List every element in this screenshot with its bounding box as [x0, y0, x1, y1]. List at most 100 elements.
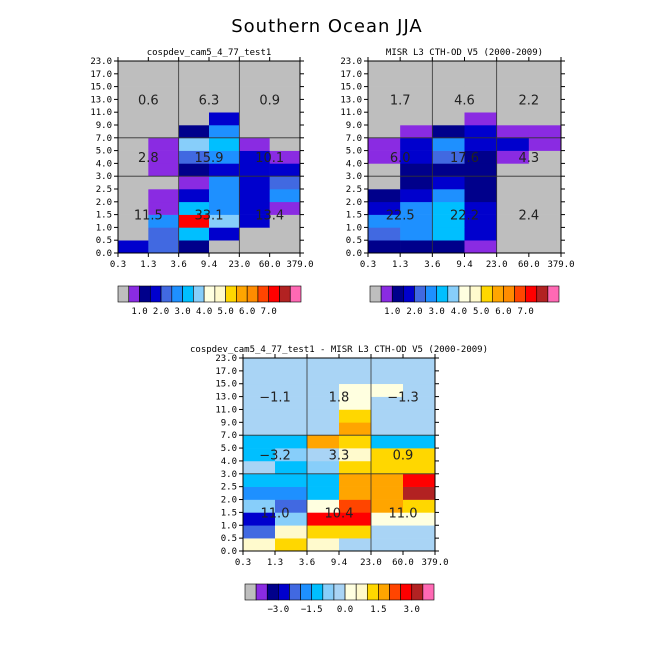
heatmap-cell: [371, 460, 404, 475]
heatmap-cell: [307, 486, 340, 500]
colorbar-label: 6.0: [239, 307, 255, 317]
heatmap-cell: [371, 358, 404, 372]
heatmap-cell: [464, 73, 497, 87]
heatmap-cell: [307, 499, 340, 513]
heatmap-cell: [496, 176, 530, 190]
section-value-label: 11.0: [389, 506, 418, 521]
section-value-label: 0.9: [259, 93, 280, 108]
heatmap-cell: [178, 227, 210, 241]
heatmap-cell: [209, 163, 240, 177]
colorbar-swatch: [389, 583, 401, 601]
heatmap-cell: [243, 473, 276, 487]
heatmap-cell: [148, 61, 179, 75]
heatmap-cell: [400, 176, 433, 190]
heatmap-cell: [339, 525, 372, 539]
heatmap-cell: [403, 460, 436, 475]
heatmap-cell: [528, 137, 562, 151]
section-value-label: 4.6: [454, 93, 475, 108]
x-tick-label: 9.4: [456, 260, 472, 270]
y-tick-label: 3.0: [96, 172, 112, 182]
colorbar-swatch: [289, 583, 301, 601]
colorbar-swatch: [422, 583, 435, 601]
heatmap-cell: [118, 73, 149, 87]
heatmap-cell: [528, 112, 562, 126]
heatmap-cell: [464, 125, 497, 139]
colorbar-label: −1.5: [301, 605, 323, 615]
y-tick-label: 2.5: [221, 483, 237, 493]
heatmap-cell: [403, 499, 436, 513]
colorbar-swatch: [225, 285, 237, 303]
heatmap-cell: [307, 473, 340, 487]
heatmap-cell: [528, 125, 562, 139]
heatmap-cell: [403, 422, 436, 436]
section-value-label: −1.3: [387, 391, 419, 406]
heatmap-cell: [239, 189, 270, 203]
x-tick-label: 379.0: [286, 260, 313, 270]
heatmap-cell: [148, 112, 179, 126]
heatmap-cell: [339, 435, 372, 449]
heatmap-cell: [209, 227, 240, 241]
colorbar: 1.0 2.0 3.0 4.0 5.0 6.0 7.0: [369, 285, 560, 317]
panel-1: cospdev_cam5_4_77_test1 0.6 6.3 0.9 2.8 15.9 1…: [90, 48, 313, 317]
section-value-label: 0.6: [138, 93, 159, 108]
section-value-label: −3.2: [259, 449, 291, 464]
heatmap-cell: [403, 396, 436, 410]
heatmap-cell: [243, 538, 276, 552]
colorbar-swatch: [344, 583, 357, 601]
heatmap-cell: [403, 409, 436, 423]
colorbar-swatch: [366, 583, 379, 601]
heatmap-cell: [371, 409, 404, 423]
heatmap-cell: [400, 86, 433, 100]
section-value-label: 10.4: [325, 506, 354, 521]
heatmap-cell: [371, 435, 404, 449]
panel-title: cospdev_cam5_4_77_test1 - MISR L3 CTH-OD…: [190, 345, 488, 355]
colorbar-label: 5.0: [473, 307, 489, 317]
y-tick-label: 0.0: [346, 249, 362, 259]
heatmap-cell: [148, 125, 179, 139]
heatmap-cell: [118, 125, 149, 139]
colorbar-swatch: [436, 285, 449, 303]
heatmap-cell: [178, 214, 210, 228]
heatmap-cell: [400, 99, 433, 113]
heatmap-cell: [496, 137, 530, 151]
section-value-label: 1.8: [329, 391, 350, 406]
heatmap-cell: [243, 409, 276, 423]
heatmap-cell: [178, 176, 210, 190]
heatmap-cell: [400, 227, 433, 241]
heatmap-cell: [371, 538, 404, 552]
colorbar: −3.0 −1.5 0.0 1.5 3.0: [244, 583, 435, 615]
heatmap-cell: [432, 61, 465, 75]
y-tick-label: 2.0: [221, 496, 237, 506]
heatmap-cell: [209, 189, 240, 203]
heatmap-cell: [464, 227, 497, 241]
heatmap-cell: [464, 137, 497, 151]
heatmap-cell: [496, 125, 530, 139]
heatmap-cell: [118, 240, 149, 254]
heatmap-cell: [209, 214, 240, 228]
figure-title: Southern Ocean JJA: [231, 16, 423, 37]
heatmap-cell: [400, 214, 433, 228]
heatmap-cell: [464, 61, 497, 75]
heatmap-cell: [368, 240, 401, 254]
heatmap-cell: [178, 112, 210, 126]
heatmap-cell: [118, 176, 149, 190]
heatmap-cell: [339, 473, 372, 487]
y-tick-label: 5.0: [96, 147, 112, 157]
heatmap-cell: [275, 409, 308, 423]
y-tick-label: 23.0: [215, 354, 237, 364]
heatmap-cell: [496, 201, 530, 215]
heatmap-cell: [118, 214, 149, 228]
heatmap-cell: [339, 409, 372, 423]
x-tick-label: 0.3: [235, 558, 251, 568]
y-tick-label: 13.0: [340, 95, 362, 105]
colorbar-swatch: [425, 285, 438, 303]
heatmap-cell: [368, 201, 401, 215]
colorbar-swatch: [193, 285, 205, 303]
colorbar-swatch: [300, 583, 313, 601]
colorbar-swatch: [380, 285, 393, 303]
heatmap-cell: [269, 214, 301, 228]
heatmap-cell: [209, 73, 240, 87]
heatmap-cell: [496, 189, 530, 203]
heatmap-cell: [178, 150, 210, 164]
heatmap-cell: [432, 137, 465, 151]
